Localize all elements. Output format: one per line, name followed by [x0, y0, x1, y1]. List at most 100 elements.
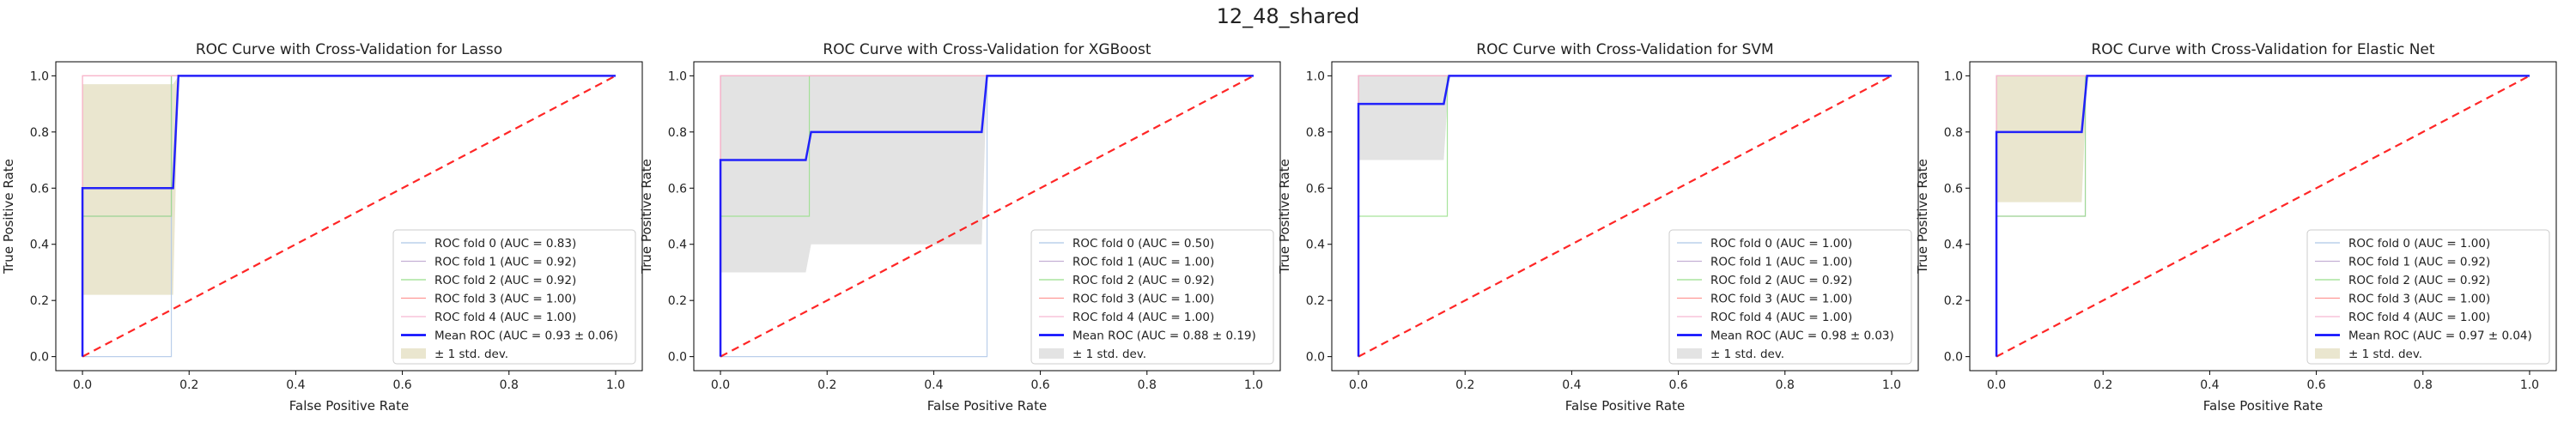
chart-title: ROC Curve with Cross-Validation for SVM — [1476, 41, 1773, 58]
legend-fold-3-label: ROC fold 3 (AUC = 1.00) — [434, 293, 576, 306]
legend: ROC fold 0 (AUC = 0.50) ROC fold 1 (AUC =… — [1030, 229, 1274, 365]
x-axis-label: False Positive Rate — [1565, 398, 1685, 414]
axes-frame — [55, 61, 643, 372]
legend-box — [1030, 229, 1274, 365]
y-axis-label: True Positive Rate — [1, 159, 16, 275]
chart-panel-0: ROC Curve with Cross-Validation for Lass… — [1, 41, 643, 414]
y-tick-label: 0.0 — [1944, 351, 1963, 365]
x-tick-label: 0.8 — [1138, 378, 1157, 392]
legend-std-label: ± 1 std. dev. — [1072, 347, 1146, 361]
legend-std-label: ± 1 std. dev. — [434, 347, 508, 361]
x-tick-label: 0.6 — [1030, 378, 1049, 392]
axes-frame — [693, 61, 1281, 372]
x-tick-label: 0.2 — [2093, 378, 2112, 392]
y-axis-label: True Positive Rate — [1915, 159, 1930, 275]
legend-fold-0-label: ROC fold 0 (AUC = 1.00) — [2348, 237, 2490, 251]
legend-fold-3-label: ROC fold 3 (AUC = 1.00) — [2348, 293, 2490, 306]
legend-fold-2-label: ROC fold 2 (AUC = 0.92) — [2348, 274, 2490, 287]
x-tick-label: 0.8 — [1776, 378, 1795, 392]
legend-fold-1-label: ROC fold 1 (AUC = 0.92) — [2348, 256, 2490, 269]
legend-fold-3-label: ROC fold 3 (AUC = 1.00) — [1710, 293, 1852, 306]
plot-area — [81, 75, 617, 358]
y-tick-label: 0.6 — [1306, 182, 1325, 196]
legend-fold-4-label: ROC fold 4 (AUC = 1.00) — [2348, 311, 2490, 324]
legend-fold-2-label: ROC fold 2 (AUC = 0.92) — [434, 274, 576, 287]
chart-panel-2: ROC Curve with Cross-Validation for SVM F… — [1277, 41, 1919, 414]
legend-fold-0-label: ROC fold 0 (AUC = 0.83) — [434, 237, 576, 251]
mean-roc-line — [81, 75, 616, 357]
y-tick-label: 0.0 — [668, 351, 687, 365]
y-tick-label: 0.2 — [30, 294, 49, 308]
x-tick-label: 0.6 — [2306, 378, 2325, 392]
y-tick-label: 0.4 — [1944, 239, 1963, 252]
legend-fold-1-label: ROC fold 1 (AUC = 1.00) — [1072, 256, 1214, 269]
chart-panel-3: ROC Curve with Cross-Validation for Elas… — [1915, 41, 2557, 414]
chart-title: ROC Curve with Cross-Validation for XGBo… — [823, 41, 1151, 58]
chart-panel-1: ROC Curve with Cross-Validation for XGBo… — [639, 41, 1281, 414]
y-tick-label: 0.6 — [30, 182, 49, 196]
legend-std-swatch — [401, 348, 426, 359]
y-tick-label: 0.4 — [668, 239, 687, 252]
y-tick-label: 0.2 — [668, 294, 687, 308]
x-axis-label: False Positive Rate — [927, 398, 1047, 414]
x-tick-label: 0.2 — [1455, 378, 1474, 392]
y-tick-label: 0.8 — [1944, 126, 1963, 140]
legend-mean-label: Mean ROC (AUC = 0.97 ± 0.04) — [2348, 329, 2532, 343]
legend-fold-4-label: ROC fold 4 (AUC = 1.00) — [1072, 311, 1214, 324]
legend-std-swatch — [1677, 348, 1702, 359]
y-tick-label: 0.0 — [30, 351, 49, 365]
chance-line — [1996, 75, 2530, 358]
y-tick-label: 0.6 — [668, 182, 687, 196]
x-tick-label: 0.2 — [179, 378, 198, 392]
legend-fold-1-label: ROC fold 1 (AUC = 1.00) — [1710, 256, 1852, 269]
legend: ROC fold 0 (AUC = 1.00) ROC fold 1 (AUC =… — [1668, 229, 1912, 365]
y-tick-label: 0.6 — [1944, 182, 1963, 196]
x-tick-label: 0.0 — [73, 378, 92, 392]
x-tick-label: 1.0 — [606, 378, 625, 392]
y-tick-label: 0.8 — [30, 126, 49, 140]
x-tick-label: 1.0 — [1882, 378, 1901, 392]
chance-line — [82, 75, 617, 358]
legend-mean-label: Mean ROC (AUC = 0.93 ± 0.06) — [434, 329, 618, 343]
y-tick-label: 1.0 — [1306, 69, 1325, 83]
y-axis-label: True Positive Rate — [639, 159, 654, 275]
mean-roc-line — [1357, 75, 1892, 357]
chance-line — [720, 75, 1255, 358]
legend-fold-3-label: ROC fold 3 (AUC = 1.00) — [1072, 293, 1214, 306]
legend-mean-label: Mean ROC (AUC = 0.98 ± 0.03) — [1710, 329, 1894, 343]
y-tick-label: 1.0 — [30, 69, 49, 83]
legend-fold-0-label: ROC fold 0 (AUC = 0.50) — [1072, 237, 1214, 251]
plot-area — [719, 75, 1255, 358]
y-tick-label: 1.0 — [1944, 69, 1963, 83]
x-tick-label: 1.0 — [2520, 378, 2539, 392]
y-tick-label: 0.8 — [668, 126, 687, 140]
y-tick-label: 0.2 — [1944, 294, 1963, 308]
legend-std-swatch — [1039, 348, 1064, 359]
plot-area — [1357, 75, 1893, 358]
chance-line — [1358, 75, 1893, 358]
x-tick-label: 0.4 — [286, 378, 305, 392]
x-tick-label: 0.0 — [1349, 378, 1368, 392]
x-axis-label: False Positive Rate — [289, 398, 409, 414]
x-tick-label: 0.8 — [500, 378, 519, 392]
legend-fold-0-label: ROC fold 0 (AUC = 1.00) — [1710, 237, 1852, 251]
legend-std-label: ± 1 std. dev. — [1710, 347, 1784, 361]
x-tick-label: 0.4 — [924, 378, 943, 392]
axes-frame — [1969, 61, 2557, 372]
std-dev-band — [1996, 76, 2530, 357]
legend-box — [1668, 229, 1912, 365]
legend: ROC fold 0 (AUC = 1.00) ROC fold 1 (AUC =… — [2306, 229, 2550, 365]
y-axis-label: True Positive Rate — [1277, 159, 1292, 275]
legend-fold-4-label: ROC fold 4 (AUC = 1.00) — [434, 311, 576, 324]
legend-fold-2-label: ROC fold 2 (AUC = 0.92) — [1710, 274, 1852, 287]
y-tick-label: 0.2 — [1306, 294, 1325, 308]
std-dev-band — [720, 76, 1254, 357]
chart-title: ROC Curve with Cross-Validation for Lass… — [196, 41, 502, 58]
y-tick-label: 0.8 — [1306, 126, 1325, 140]
y-tick-label: 0.0 — [1306, 351, 1325, 365]
legend-std-swatch — [2315, 348, 2340, 359]
x-axis-label: False Positive Rate — [2203, 398, 2323, 414]
figure-suptitle: 12_48_shared — [1217, 4, 1360, 28]
chart-title: ROC Curve with Cross-Validation for Elas… — [2091, 41, 2434, 58]
